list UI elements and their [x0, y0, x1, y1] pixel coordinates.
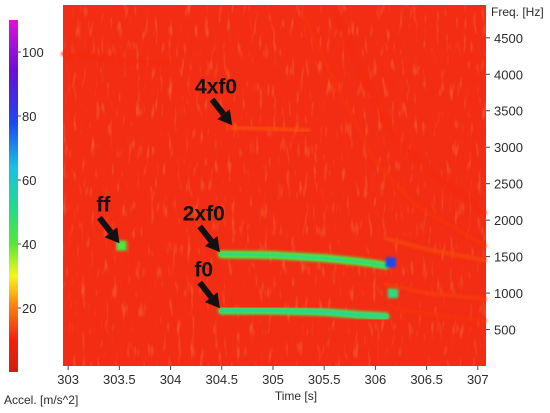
annotation-arrow-head-1: [205, 236, 220, 253]
y-tick-label-3000: 3000: [494, 140, 523, 155]
colorbar-tick-label-20: 20: [22, 301, 36, 316]
y-tick-label-500: 500: [494, 323, 516, 338]
annotation-label-0: ff: [96, 194, 111, 217]
feature-line-8: [332, 6, 487, 215]
y-tick-label-4000: 4000: [494, 67, 523, 82]
feature-line-11: [393, 307, 487, 323]
annotation-label-2: f0: [194, 259, 213, 282]
x-tick-label-305: 305: [262, 372, 284, 387]
x-axis-ticks: 303 303.5 304 304.5 305 305.5 306 306.5 307: [57, 366, 489, 387]
feature-spot-3: [116, 240, 127, 251]
y-tick-label-2000: 2000: [494, 213, 523, 228]
x-axis-label: Time [s]: [275, 389, 317, 403]
feature-line-core-0: [220, 309, 388, 318]
x-tick-label-305.5: 305.5: [308, 372, 341, 387]
y-tick-label-2500: 2500: [494, 177, 523, 192]
annotation-arrow-shaft-1: [197, 224, 214, 243]
colorbar-tick-label-60: 60: [22, 173, 36, 188]
feature-line-9: [383, 236, 487, 263]
annotation-arrow-shaft-0: [97, 215, 114, 235]
feature-line-12: [61, 51, 173, 66]
x-tick-label-303.5: 303.5: [103, 372, 136, 387]
x-tick-label-307: 307: [467, 372, 489, 387]
annotation-arrow-shaft-3: [209, 97, 226, 117]
colorbar-ticks: 20 40 60 80 100: [18, 45, 44, 316]
feature-line-2: [230, 125, 311, 133]
annotations: ff 2xf0 f0 4xf0: [96, 76, 237, 309]
colorbar-tick-label-80: 80: [22, 109, 36, 124]
x-tick-label-303: 303: [57, 372, 79, 387]
annotation-label-1: 2xf0: [183, 202, 225, 225]
feature-line-10: [383, 282, 487, 301]
y-axis-label: Freq. [Hz]: [491, 5, 544, 19]
colorbar-tick-label-40: 40: [22, 237, 36, 252]
annotation-arrow-head-2: [205, 292, 220, 309]
x-tick-label-306: 306: [365, 372, 387, 387]
y-tick-label-4500: 4500: [494, 31, 523, 46]
y-axis-ticks: 500 1000 1500 2000 2500 3000 3500 4000 4500: [486, 31, 523, 338]
annotation-arrow-head-3: [217, 109, 233, 126]
x-tick-label-304.5: 304.5: [205, 372, 238, 387]
colorbar: [9, 20, 18, 372]
feature-line-7: [301, 13, 487, 248]
plot-texture: [63, 5, 486, 366]
colorbar-label: Accel. [m/s^2]: [4, 393, 78, 407]
annotation-arrow-head-0: [104, 227, 120, 244]
x-tick-label-306.5: 306.5: [410, 372, 443, 387]
feature-line-core-1: [220, 252, 388, 267]
x-tick-label-304: 304: [160, 372, 182, 387]
annotation-label-3: 4xf0: [195, 76, 237, 99]
frequency-features: [61, 1, 487, 363]
annotation-arrow-shaft-2: [197, 280, 214, 300]
y-tick-label-1500: 1500: [494, 250, 523, 265]
y-tick-label-1000: 1000: [494, 286, 523, 301]
y-tick-label-3500: 3500: [494, 104, 523, 119]
colorbar-tick-label-100: 100: [22, 45, 44, 60]
